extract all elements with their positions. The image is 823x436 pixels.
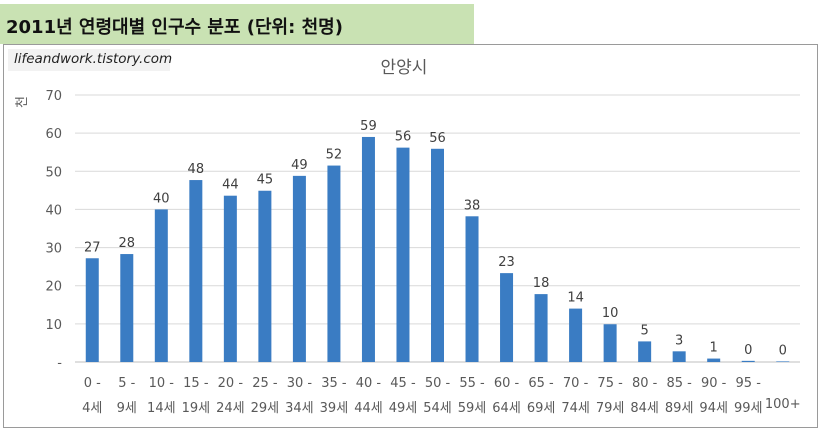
y-axis-label: 천	[15, 96, 30, 108]
x-tick-label: 0 -	[84, 376, 101, 391]
x-tick-label: 40 -	[356, 376, 382, 391]
data-label: 5	[641, 323, 649, 338]
bar	[223, 195, 237, 362]
data-label: 59	[360, 119, 377, 134]
data-label: 45	[257, 173, 274, 188]
y-tick-label: 20	[45, 280, 62, 295]
y-tick-label: 30	[45, 242, 62, 257]
chart-title: 안양시	[381, 58, 428, 78]
y-tick-label: 50	[45, 165, 62, 180]
bar	[327, 165, 341, 362]
bar	[741, 360, 755, 362]
bar	[361, 136, 375, 362]
title-banner: 2011년 연령대별 인구수 분포 (단위: 천명)	[0, 4, 474, 44]
x-tick-label: 15 -	[183, 376, 209, 391]
x-tick-label: 79세	[596, 401, 625, 416]
data-label: 56	[395, 130, 412, 145]
data-label: 18	[533, 276, 550, 291]
data-label: 44	[222, 178, 239, 193]
x-tick-label: 35 -	[321, 376, 347, 391]
bar	[85, 258, 99, 362]
x-tick-label: 30 -	[287, 376, 313, 391]
data-label: 1	[710, 341, 718, 356]
data-label: 49	[291, 158, 308, 173]
data-label: 14	[567, 291, 584, 306]
data-label: 27	[84, 240, 101, 255]
x-tick-label: 99세	[734, 401, 763, 416]
x-tick-label: 70 -	[563, 376, 589, 391]
x-tick-label: 25 -	[252, 376, 278, 391]
bar	[707, 358, 721, 362]
x-tick-label: 55 -	[459, 376, 485, 391]
bar	[638, 341, 652, 362]
x-tick-label: 94세	[699, 401, 728, 416]
x-tick-label: 95 -	[736, 376, 762, 391]
data-label: 0	[779, 344, 787, 359]
data-label: 40	[153, 191, 170, 206]
data-label: 38	[464, 198, 481, 213]
bar	[603, 324, 617, 362]
y-tick-label: -	[57, 356, 62, 371]
data-label: 3	[675, 333, 683, 348]
bar	[465, 216, 479, 362]
watermark: lifeandwork.tistory.com	[8, 49, 172, 71]
x-tick-label: 64세	[492, 401, 521, 416]
bar	[431, 148, 444, 362]
data-label: 56	[429, 131, 446, 146]
x-tick-label: 5 -	[118, 376, 135, 391]
x-tick-label: 10 -	[149, 376, 175, 391]
y-tick-label: 70	[45, 89, 62, 104]
y-tick-label: 60	[45, 127, 62, 142]
bar	[500, 273, 514, 362]
x-tick-label: 80 -	[632, 376, 658, 391]
bar	[120, 254, 134, 362]
data-label: 28	[119, 236, 136, 251]
x-tick-label: 75 -	[597, 376, 623, 391]
x-tick-label: 19세	[182, 401, 211, 416]
x-tick-label: 100+	[765, 397, 801, 412]
x-tick-label: 84세	[630, 401, 659, 416]
y-tick-label: 10	[45, 318, 62, 333]
x-tick-label: 14세	[147, 401, 176, 416]
bar	[258, 190, 272, 362]
bar	[672, 351, 686, 362]
x-tick-label: 50 -	[425, 376, 451, 391]
chart-frame	[3, 44, 818, 428]
x-tick-label: 59세	[458, 401, 487, 416]
bar	[189, 180, 203, 362]
x-tick-label: 60 -	[494, 376, 520, 391]
x-tick-label: 29세	[251, 401, 280, 416]
x-tick-label: 85 -	[666, 376, 692, 391]
bar	[292, 175, 306, 362]
data-label: 23	[498, 255, 515, 270]
x-tick-label: 54세	[423, 401, 452, 416]
bar	[569, 308, 583, 362]
x-tick-label: 90 -	[701, 376, 727, 391]
data-label: 48	[188, 162, 205, 177]
data-label: 52	[326, 148, 343, 163]
x-tick-label: 9세	[117, 401, 137, 416]
x-tick-label: 44세	[354, 401, 383, 416]
bar	[396, 147, 410, 362]
x-tick-label: 4세	[82, 401, 102, 416]
bar	[154, 209, 168, 362]
x-tick-label: 20 -	[218, 376, 244, 391]
y-tick-label: 40	[45, 203, 62, 218]
x-tick-label: 74세	[561, 401, 590, 416]
data-label: 0	[744, 343, 752, 358]
page-title: 2011년 연령대별 인구수 분포 (단위: 천명)	[6, 17, 343, 38]
x-tick-label: 34세	[285, 401, 314, 416]
data-label: 10	[602, 306, 619, 321]
bar	[534, 294, 548, 362]
x-tick-label: 49세	[389, 401, 418, 416]
x-tick-label: 89세	[665, 401, 694, 416]
x-tick-label: 45 -	[390, 376, 416, 391]
x-tick-label: 39세	[320, 401, 349, 416]
x-tick-label: 65 -	[528, 376, 554, 391]
x-tick-label: 24세	[216, 401, 245, 416]
x-tick-label: 69세	[527, 401, 556, 416]
bar	[776, 361, 790, 362]
